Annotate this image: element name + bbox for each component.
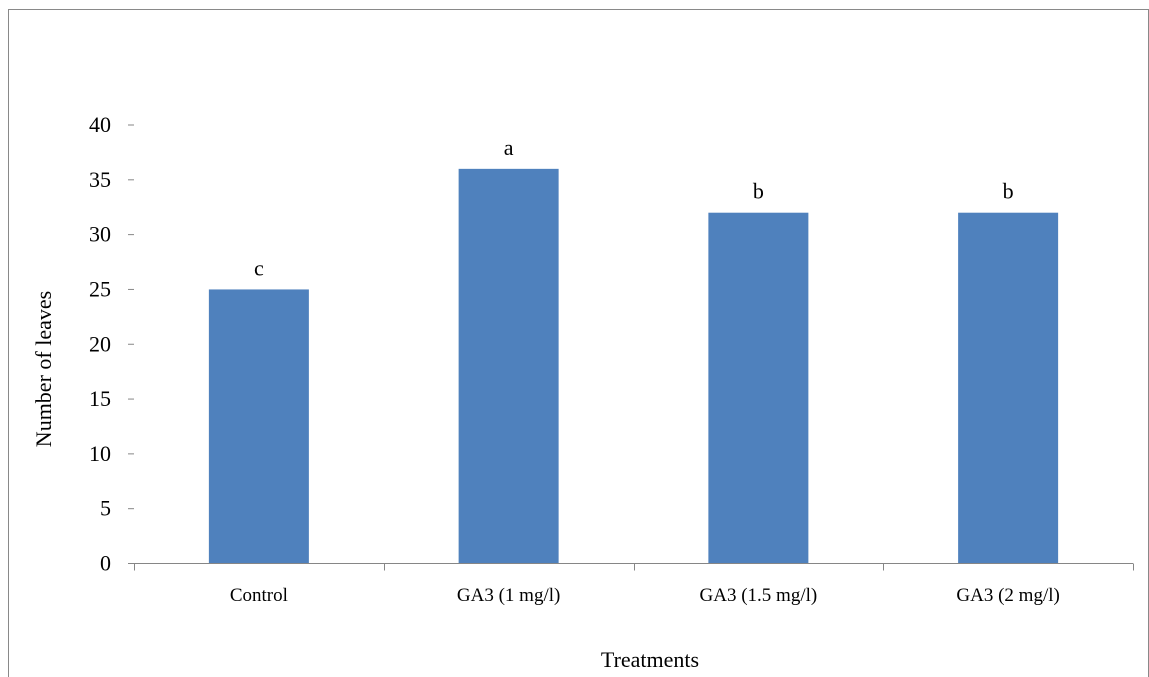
bar <box>708 212 809 564</box>
y-tick-label: 0 <box>100 551 111 576</box>
bar-label: b <box>753 179 764 204</box>
y-tick-label: 25 <box>89 276 111 301</box>
y-tick-label: 20 <box>89 331 111 356</box>
y-tick-label: 35 <box>89 167 111 192</box>
bar-label: c <box>254 255 264 280</box>
bar-label: b <box>1003 179 1014 204</box>
x-axis-title: Treatments <box>601 647 699 672</box>
y-tick-label: 15 <box>89 386 111 411</box>
bar <box>208 289 309 564</box>
x-tick-label: Control <box>230 585 288 606</box>
plot-area: 0 5 10 15 20 25 30 35 40 c Control a GA3 (1 mg/l) b GA… <box>89 112 1134 606</box>
x-tick-label: GA3 (1.5 mg/l) <box>700 585 818 606</box>
y-tick-label: 5 <box>100 496 111 521</box>
y-axis-title: Number of leaves <box>31 291 56 447</box>
x-tick-label: GA3 (1 mg/l) <box>457 585 560 606</box>
bar <box>458 168 559 564</box>
y-tick-label: 30 <box>89 222 111 247</box>
bar <box>958 212 1059 564</box>
y-tick-label: 10 <box>89 441 111 466</box>
y-tick-label: 40 <box>89 112 111 137</box>
x-tick-label: GA3 (2 mg/l) <box>956 585 1059 606</box>
bar-label: a <box>504 135 514 160</box>
